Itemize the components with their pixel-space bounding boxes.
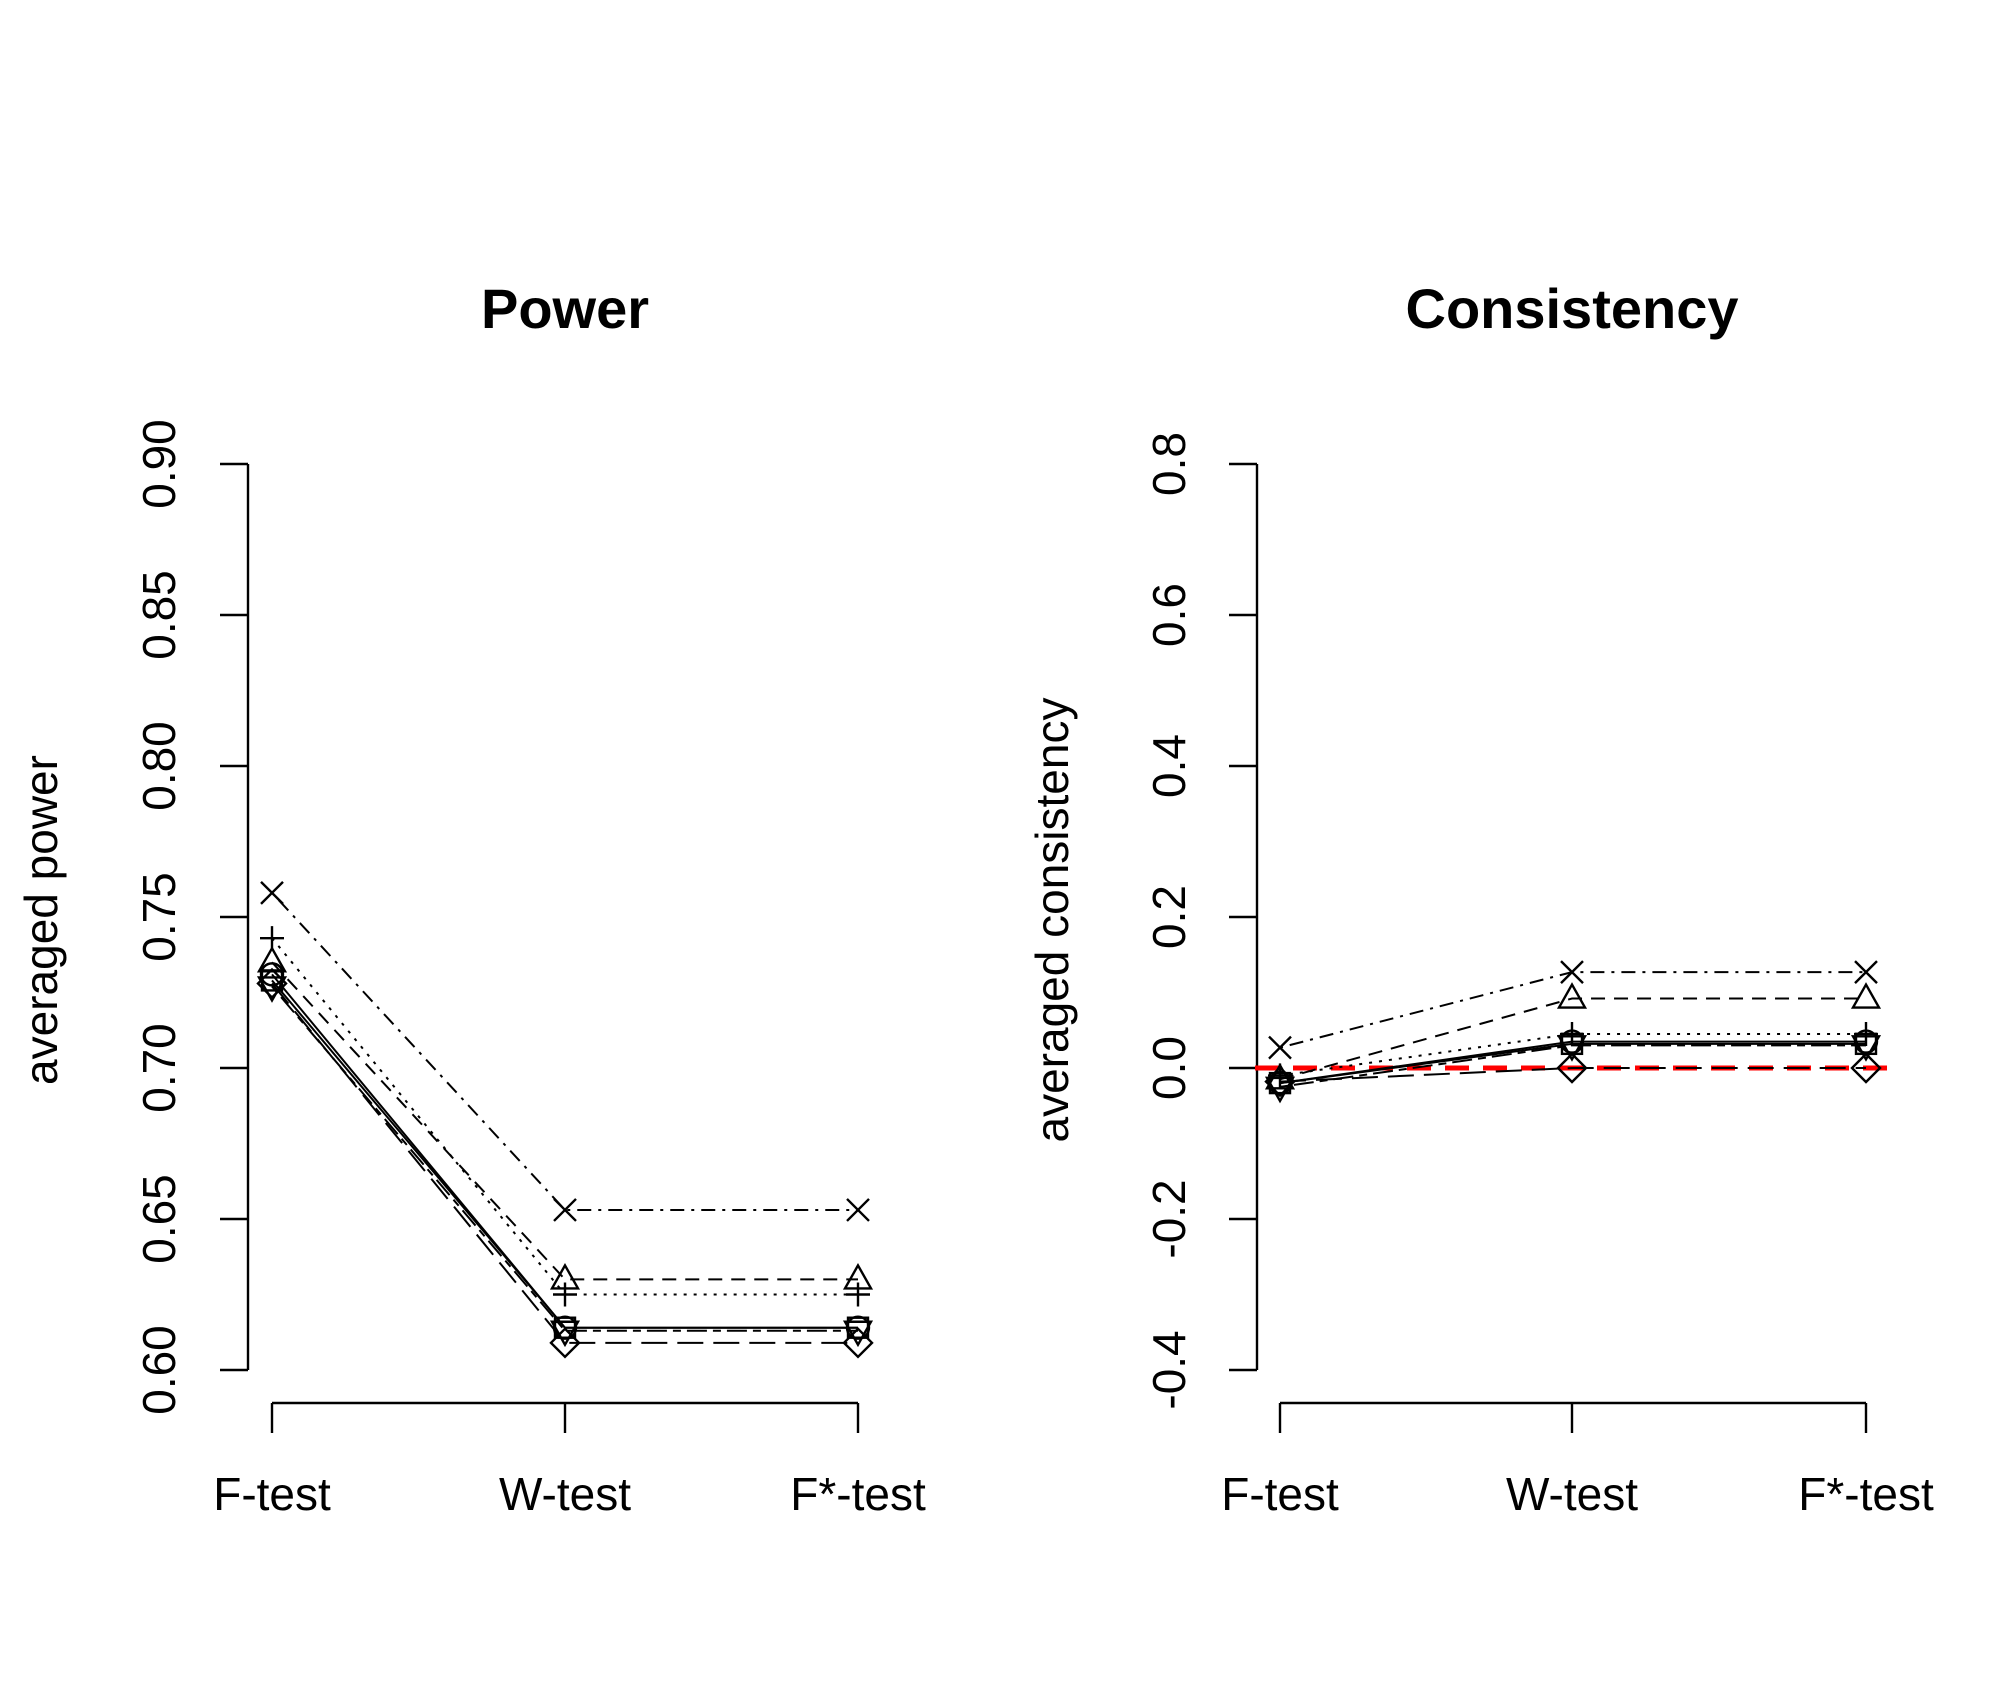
data-point <box>549 1320 581 1348</box>
data-point <box>1560 1022 1584 1047</box>
consistency-title: Consistency <box>1406 277 1739 340</box>
series-5 <box>1268 960 1878 1060</box>
consistency-panel: Consistency averaged consistency -0.4-0.… <box>1026 277 1934 1520</box>
data-point <box>553 1198 577 1222</box>
y-tick-label: 0.85 <box>133 570 185 660</box>
series-6 <box>256 967 874 1359</box>
series-line <box>1279 1033 1866 1077</box>
data-point <box>842 1327 874 1359</box>
x-tick-label: W-test <box>499 1468 631 1520</box>
x-tick-label: F-test <box>1221 1468 1339 1520</box>
data-point <box>553 1282 577 1307</box>
series-7 <box>256 976 874 1348</box>
y-tick-label: 0.70 <box>133 1023 185 1113</box>
data-point <box>1560 960 1584 984</box>
series-line <box>271 961 858 1281</box>
x-tick-label: F*-test <box>790 1468 926 1520</box>
y-tick-label: 0.90 <box>133 419 185 509</box>
y-tick-label: 0.4 <box>1143 734 1195 798</box>
y-tick-label: -0.4 <box>1143 1330 1195 1409</box>
data-point <box>846 1282 870 1307</box>
series-5 <box>260 880 870 1222</box>
power-ylabel: averaged power <box>15 755 67 1085</box>
consistency-axes: -0.4 -0.2 0.0 0.2 0.4 0.6 0.8 F-test W-test F*-te… <box>1143 432 1934 1520</box>
data-point <box>256 967 288 1000</box>
data-point <box>260 926 284 951</box>
y-tick-label: 0.0 <box>1143 1036 1195 1100</box>
data-point <box>1556 1035 1588 1062</box>
series-line <box>1279 997 1866 1081</box>
series-line <box>1279 1067 1866 1083</box>
power-panel: Power averaged power 0.60 0.65 0.70 0.75 0.8… <box>15 277 926 1520</box>
series-4 <box>260 926 870 1307</box>
power-series <box>256 880 874 1359</box>
y-tick-label: 0.8 <box>1143 432 1195 496</box>
consistency-series <box>1264 960 1882 1104</box>
data-point <box>1850 1035 1882 1062</box>
power-title: Power <box>481 277 649 340</box>
series-line <box>271 892 858 1211</box>
data-point <box>256 945 288 973</box>
data-point <box>1556 1052 1588 1084</box>
data-point <box>846 1198 870 1222</box>
data-point <box>1850 982 1882 1009</box>
series-line <box>271 985 858 1332</box>
data-point <box>256 976 288 1003</box>
y-tick-label: 0.65 <box>133 1174 185 1264</box>
series-7 <box>1264 1035 1882 1104</box>
y-tick-label: 0.60 <box>133 1325 185 1415</box>
y-tick-label: 0.2 <box>1143 885 1195 949</box>
data-point <box>1854 960 1878 984</box>
series-line <box>1279 1044 1866 1088</box>
data-point <box>842 1320 874 1348</box>
y-tick-label: 0.6 <box>1143 583 1195 647</box>
power-axes: 0.60 0.65 0.70 0.75 0.80 0.85 0.90 F-test W-test… <box>133 419 926 1520</box>
x-tick-label: W-test <box>1506 1468 1638 1520</box>
y-tick-label: -0.2 <box>1143 1179 1195 1258</box>
consistency-ylabel: averaged consistency <box>1026 698 1078 1143</box>
data-point <box>1268 1035 1292 1060</box>
data-point <box>260 880 284 905</box>
data-point <box>1854 1022 1878 1047</box>
data-point <box>1556 982 1588 1009</box>
y-tick-label: 0.75 <box>133 872 185 962</box>
data-point <box>549 1327 581 1359</box>
y-tick-label: 0.80 <box>133 721 185 811</box>
data-point <box>552 1315 578 1340</box>
data-point <box>845 1315 871 1340</box>
x-tick-label: F*-test <box>1798 1468 1934 1520</box>
data-point <box>1850 1052 1882 1084</box>
data-point <box>1264 1076 1296 1104</box>
series-line <box>271 982 858 1344</box>
x-tick-label: F-test <box>213 1468 331 1520</box>
